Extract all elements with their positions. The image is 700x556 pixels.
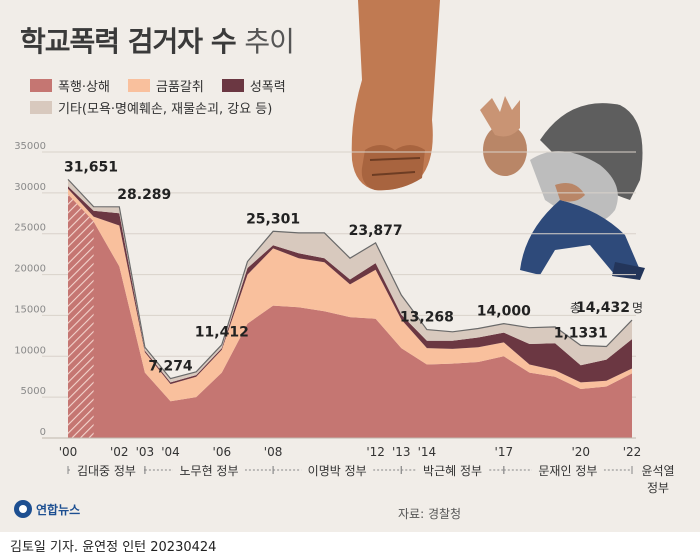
total-value: 25,301 [246, 211, 300, 227]
total-label-2022: 총14,432 명 [570, 300, 643, 316]
total-value: 1,1331 [554, 325, 608, 341]
title-main: 학교폭력 검거자 수 [20, 25, 237, 58]
y-tick-label: 25000 [14, 223, 46, 234]
total-label-2020: 1,1331 [554, 325, 608, 341]
government-label-bg [70, 462, 143, 478]
total-label-2004: 7,274 [148, 359, 193, 375]
legend-label-extortion: 금품갈취 [155, 79, 204, 95]
total-value: 14,432 [576, 300, 630, 316]
total-value: 23,877 [349, 223, 403, 239]
government-label-bg [301, 462, 374, 478]
area-chart: 0 5000 10000 15000 20000 25000 30000 35000 31,65… [14, 141, 674, 495]
total-value: 14,000 [477, 304, 531, 320]
total-value: 13,268 [400, 310, 454, 326]
legend: 폭행·상해 금품갈취 성폭력 기타(모욕·명예훼손, 재물손괴, 강요 등) [30, 74, 304, 118]
total-label-2012: 23,877 [349, 223, 403, 239]
legend-row-1: 폭행·상해 금품갈취 성폭력 [30, 74, 304, 96]
government-label-bg [416, 462, 489, 478]
x-tick-label: '03 [136, 445, 155, 459]
legend-label-sexual-violence: 성폭력 [249, 79, 286, 95]
logo-icon [14, 500, 32, 518]
government-label: 정부 [647, 481, 669, 495]
x-tick-label: '04 [161, 445, 180, 459]
government-label: 노무현 정부 [179, 464, 238, 478]
y-tick-label: 35000 [14, 141, 46, 152]
area-assault [68, 194, 632, 438]
fist-illustration [351, 0, 440, 191]
total-label-2008: 25,301 [246, 211, 300, 227]
legend-item-assault: 폭행·상해 [30, 76, 110, 95]
x-tick-label: '06 [213, 445, 232, 459]
y-tick-label: 20000 [14, 264, 46, 275]
total-suffix: 명 [632, 301, 643, 315]
total-label-2017: 14,000 [477, 304, 531, 320]
government-label: 이명박 정부 [308, 464, 367, 478]
total-label-2002: 28.289 [117, 187, 171, 203]
chart-title: 학교폭력 검거자 수 추이 [20, 20, 295, 60]
legend-swatch-assault [30, 78, 52, 92]
legend-swatch-other [30, 100, 52, 114]
y-tick-label: 15000 [14, 304, 46, 315]
legend-label-other: 기타(모욕·명예훼손, 재물손괴, 강요 등) [58, 101, 273, 117]
government-label: 문재인 정부 [538, 464, 597, 478]
x-tick-label: '20 [571, 445, 590, 459]
area-extortion [68, 188, 632, 402]
area-other [68, 179, 632, 383]
legend-swatch-extortion [127, 78, 150, 92]
illustration [351, 0, 645, 280]
x-tick-label: '02 [110, 445, 129, 459]
x-tick-label: '08 [264, 445, 283, 459]
legend-item-extortion: 금품갈취 [127, 76, 204, 95]
x-tick-label: '00 [59, 445, 78, 459]
legend-row-2: 기타(모욕·명예훼손, 재물손괴, 강요 등) [30, 96, 304, 118]
x-tick-label: '13 [392, 445, 411, 459]
legend-item-sexual-violence: 성폭력 [221, 76, 286, 95]
total-value: 11,412 [195, 325, 249, 341]
total-value: 7,274 [148, 359, 193, 375]
total-value: 31,651 [64, 159, 118, 175]
area-sexual-violence [68, 186, 632, 385]
source-note: 자료: 경찰청 [398, 507, 462, 521]
government-label-bg [173, 462, 245, 478]
credit-line: 김토일 기자. 윤연정 인턴 20230424 [10, 540, 217, 555]
y-tick-label: 10000 [14, 345, 46, 356]
legend-swatch-sexual-violence [221, 78, 244, 92]
total-label-2000: 31,651 [64, 159, 118, 175]
government-label: 윤석열 [641, 464, 674, 478]
x-tick-label: '12 [366, 445, 385, 459]
total-label-2014: 13,268 [400, 310, 454, 326]
total-prefix: 총 [570, 301, 581, 315]
y-tick-label: 0 [40, 427, 46, 438]
news-logo: 연합뉴스 [14, 500, 80, 518]
y-tick-label: 30000 [14, 182, 46, 193]
y-tick-label: 5000 [21, 386, 46, 397]
legend-label-assault: 폭행·상해 [58, 79, 110, 95]
total-line [67, 178, 633, 380]
x-tick-label: '14 [418, 445, 437, 459]
logo-text: 연합뉴스 [36, 502, 81, 517]
total-label-2006: 11,412 [195, 325, 249, 341]
government-label-bg [531, 462, 604, 478]
total-value: 28.289 [117, 187, 171, 203]
government-label: 박근혜 정부 [423, 464, 482, 478]
area-assault-hatched [68, 194, 94, 438]
x-tick-label: '17 [495, 445, 514, 459]
title-sub: 추이 [244, 25, 295, 58]
government-label: 김대중 정부 [77, 464, 136, 478]
x-tick-label: '22 [623, 445, 642, 459]
legend-item-other: 기타(모욕·명예훼손, 재물손괴, 강요 등) [30, 98, 272, 117]
